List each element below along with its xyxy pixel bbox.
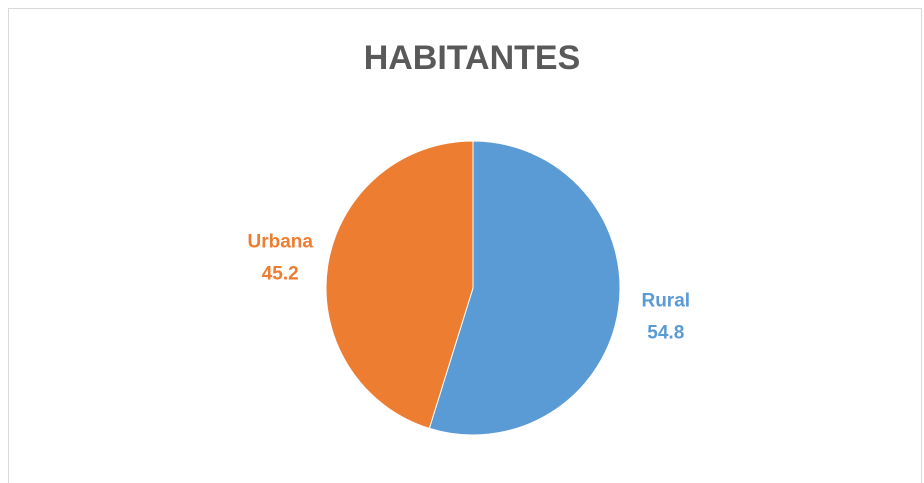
pie-slice — [428, 140, 621, 436]
slice-label: Urbana — [247, 232, 313, 253]
slice-label: Rural — [641, 290, 690, 311]
slice-value: 54.8 — [647, 322, 684, 343]
pie-slice — [325, 140, 474, 429]
chart-title: HABITANTES — [364, 39, 581, 77]
slice-value: 45.2 — [262, 264, 299, 285]
